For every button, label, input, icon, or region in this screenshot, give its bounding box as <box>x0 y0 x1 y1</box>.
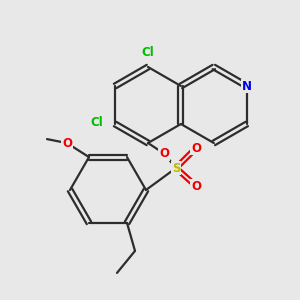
Text: Cl: Cl <box>142 46 154 59</box>
Text: N: N <box>242 80 252 92</box>
Text: O: O <box>191 179 201 193</box>
Text: S: S <box>172 161 180 175</box>
Text: O: O <box>159 147 169 160</box>
Text: Cl: Cl <box>91 116 103 128</box>
Text: O: O <box>191 142 201 154</box>
Text: O: O <box>62 136 72 150</box>
